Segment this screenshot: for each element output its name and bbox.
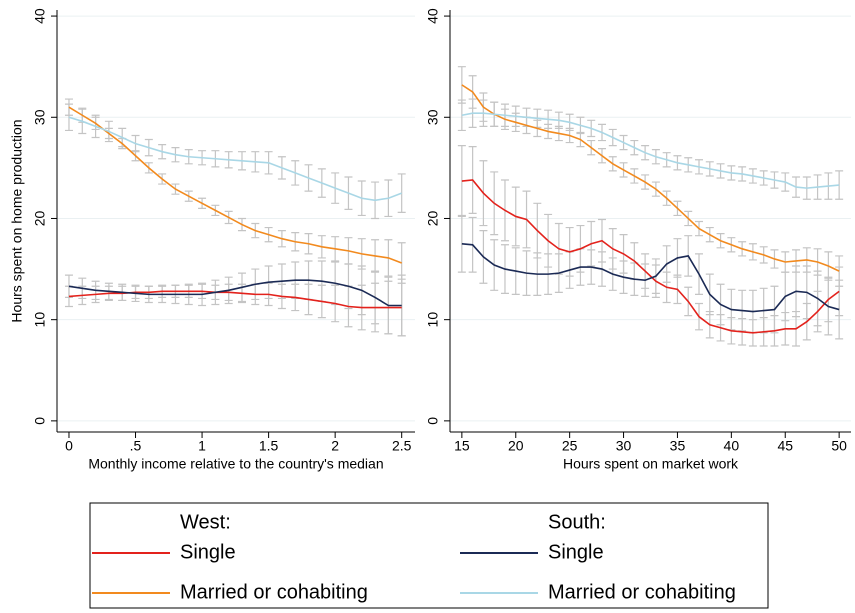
legend-group-title: South: (548, 511, 606, 533)
series-line (461, 179, 840, 334)
series-line (461, 112, 840, 189)
legend-label: Married or cohabiting (548, 581, 736, 603)
x-tick-label: 40 (724, 438, 740, 454)
x-tick-label: 15 (454, 438, 470, 454)
y-tick-label: 0 (32, 417, 48, 425)
series-line (461, 242, 840, 313)
y-tick-label: 10 (425, 312, 441, 328)
y-tick-label: 30 (425, 109, 441, 125)
x-tick-label: 1.5 (259, 438, 279, 454)
y-tick-label: 40 (32, 8, 48, 24)
x-tick-label: 50 (831, 438, 847, 454)
legend-label: Single (180, 541, 236, 563)
error-bar (64, 274, 73, 299)
series-line (68, 116, 402, 202)
x-axis-label: Monthly income relative to the country's… (88, 456, 383, 472)
legend-label: Married or cohabiting (180, 581, 368, 603)
legend-box (89, 502, 769, 609)
legend-label: Single (548, 541, 604, 563)
y-tick-label: 0 (425, 417, 441, 425)
y-tick-label: 40 (425, 8, 441, 24)
y-tick-label: 10 (32, 312, 48, 328)
series-line (68, 279, 402, 307)
x-tick-label: 35 (670, 438, 686, 454)
x-tick-label: 20 (508, 438, 524, 454)
x-axis-label: Hours spent on market work (563, 456, 739, 472)
x-tick-label: 30 (616, 438, 632, 454)
x-tick-label: .5 (130, 438, 142, 454)
x-tick-label: 2 (331, 438, 339, 454)
series-line (461, 84, 840, 272)
y-tick-label: 20 (425, 210, 441, 226)
series-line (68, 106, 402, 264)
x-tick-label: 25 (562, 438, 578, 454)
series-line (68, 290, 402, 309)
legend: West: Single Married or cohabiting South: Si… (92, 511, 736, 603)
x-tick-label: 45 (777, 438, 793, 454)
y-tick-label: 30 (32, 109, 48, 125)
x-tick-label: 1 (198, 438, 206, 454)
x-tick-label: 0 (65, 438, 73, 454)
x-tick-label: 2.5 (392, 438, 412, 454)
y-tick-label: 20 (32, 210, 48, 226)
y-axis-label: Hours spent on home production (9, 119, 25, 322)
legend-group-title: West: (180, 511, 231, 533)
